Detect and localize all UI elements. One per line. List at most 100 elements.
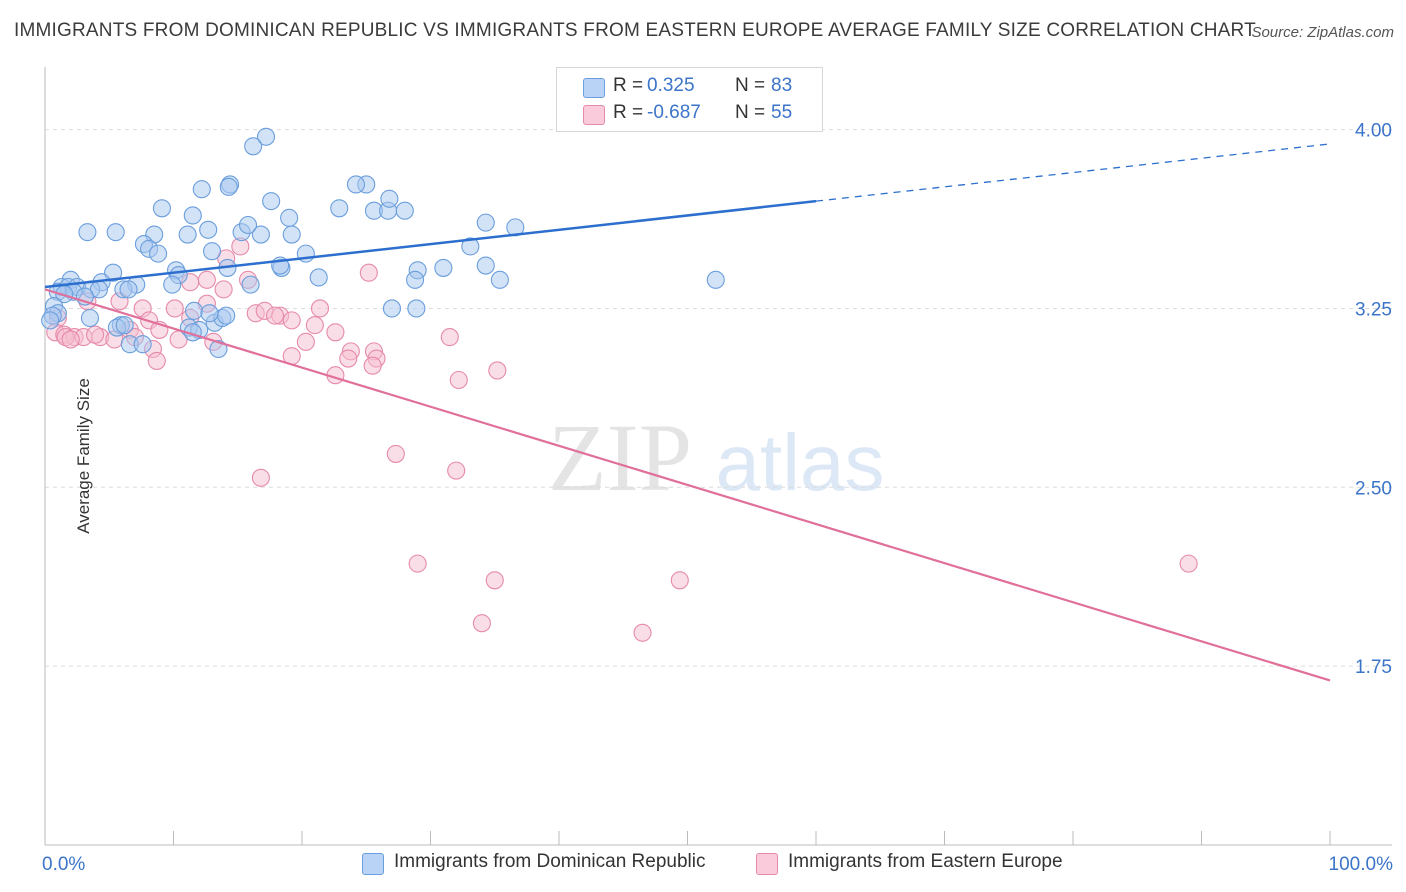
- dominican-point: [185, 301, 204, 320]
- eastern-europe-point: [86, 325, 105, 344]
- y-axis-label: Average Family Size: [73, 378, 93, 534]
- eastern-europe-point: [633, 623, 652, 642]
- eastern-europe-point: [265, 306, 285, 325]
- legend-n-label: N =: [735, 102, 766, 123]
- eastern-europe-point: [326, 323, 345, 342]
- eastern-europe-trend-line: [44, 288, 1331, 682]
- legend-n-value: 55: [771, 102, 793, 123]
- dominican-trend-extension: [815, 143, 1331, 202]
- eastern-europe-point: [447, 461, 466, 480]
- bottom-legend-swatch-blue: [362, 853, 384, 875]
- eastern-europe-point: [214, 280, 233, 299]
- dominican-point: [380, 189, 399, 208]
- dominican-point: [178, 225, 197, 244]
- legend-r-value: -0.687: [647, 102, 701, 123]
- dominican-point: [330, 199, 349, 218]
- eastern-europe-point: [386, 444, 405, 463]
- legend-r-label: R =: [613, 75, 644, 96]
- dominican-point: [256, 127, 276, 146]
- legend-box: R = 0.325 N = 83 R = -0.687 N = 55: [556, 67, 823, 132]
- eastern-europe-point: [408, 554, 427, 573]
- legend-n-label: N =: [735, 75, 766, 96]
- x-tick-label: 0.0%: [42, 854, 85, 875]
- source-label: Source: ZipAtlas.com: [1251, 24, 1394, 41]
- dominican-point: [203, 242, 222, 261]
- dominican-point: [244, 137, 263, 156]
- legend-swatch-blue: [583, 78, 605, 98]
- dominican-point: [461, 237, 480, 256]
- eastern-europe-point: [197, 270, 216, 289]
- dominican-point: [706, 270, 725, 289]
- y-tick-label: 4.00: [1355, 121, 1392, 142]
- dominican-point: [434, 258, 453, 277]
- eastern-europe-point: [147, 351, 166, 370]
- watermark-atlas: atlas: [716, 418, 885, 507]
- dominican-point: [309, 268, 328, 287]
- dominican-point: [192, 180, 211, 199]
- dominican-point: [395, 201, 414, 220]
- eastern-europe-point: [440, 328, 459, 347]
- dominican-point: [219, 177, 238, 196]
- dominican-point: [406, 270, 425, 289]
- dominican-point: [106, 223, 125, 242]
- dominican-point: [149, 244, 168, 263]
- dominican-point: [476, 256, 495, 275]
- dominican-point: [199, 220, 218, 239]
- watermark: ZIP atlas: [548, 404, 884, 511]
- dominican-point: [251, 225, 270, 244]
- dominican-point: [382, 299, 402, 318]
- eastern-europe-point: [282, 311, 301, 330]
- dominican-point: [119, 280, 138, 299]
- eastern-europe-point: [359, 263, 378, 282]
- eastern-europe-point: [472, 614, 491, 633]
- eastern-europe-point: [296, 332, 315, 351]
- dominican-point: [41, 311, 60, 330]
- dominican-trend-line: [44, 199, 817, 289]
- dominican-point: [200, 304, 219, 323]
- eastern-europe-point: [251, 468, 270, 487]
- dominican-point: [78, 223, 97, 242]
- bottom-legend-label: Immigrants from Dominican Republic: [394, 851, 706, 872]
- legend-r-value: 0.325: [647, 75, 695, 96]
- legend-n-value: 83: [771, 75, 793, 96]
- bottom-legend-label: Immigrants from Eastern Europe: [788, 851, 1063, 872]
- eastern-europe-point: [1179, 554, 1198, 573]
- eastern-europe-point: [165, 299, 184, 318]
- eastern-europe-point: [305, 316, 324, 335]
- eastern-europe-point: [61, 330, 80, 349]
- legend-r-label: R =: [613, 102, 644, 123]
- dominican-point: [115, 316, 134, 335]
- bottom-legend-swatch-pink: [756, 853, 778, 875]
- eastern-europe-point: [670, 571, 689, 590]
- dominican-point: [490, 270, 509, 289]
- dominican-point: [238, 215, 258, 235]
- eastern-europe-point: [363, 356, 382, 375]
- eastern-europe-point: [310, 299, 330, 318]
- dominican-point: [476, 213, 495, 232]
- dominican-point: [407, 299, 426, 318]
- dominican-point: [280, 208, 299, 227]
- dominican-point: [80, 308, 100, 328]
- dominican-point: [152, 199, 171, 218]
- watermark-zip: ZIP: [548, 404, 692, 511]
- dominican-point: [209, 339, 228, 359]
- eastern-europe-point: [339, 349, 358, 368]
- chart-title: IMMIGRANTS FROM DOMINICAN REPUBLIC VS IM…: [14, 20, 1256, 41]
- y-tick-label: 3.25: [1355, 299, 1392, 320]
- y-tick-label: 2.50: [1355, 478, 1392, 499]
- dominican-point: [346, 175, 366, 194]
- eastern-europe-point: [485, 571, 504, 590]
- dominican-point: [282, 225, 301, 244]
- dominican-point: [241, 275, 260, 294]
- dominican-point: [262, 192, 281, 211]
- eastern-europe-point: [449, 370, 468, 390]
- x-tick-label: 100.0%: [1329, 854, 1394, 875]
- dominican-point: [163, 275, 182, 294]
- dominican-point: [183, 206, 202, 225]
- y-tick-label: 1.75: [1355, 657, 1392, 678]
- dominican-point: [133, 335, 152, 354]
- legend-swatch-pink: [583, 105, 605, 125]
- eastern-europe-point: [488, 361, 507, 380]
- dominican-point: [217, 306, 236, 325]
